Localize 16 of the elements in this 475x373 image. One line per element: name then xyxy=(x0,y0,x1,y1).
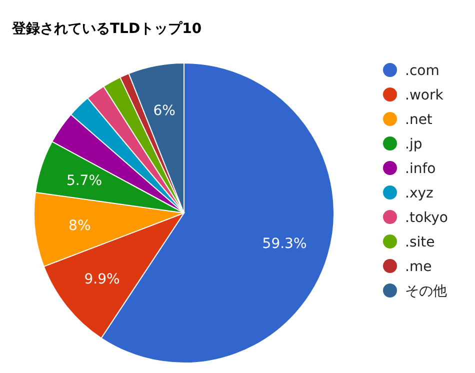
legend-label: .me xyxy=(405,259,432,275)
legend-label: .site xyxy=(405,234,435,250)
legend-label: .net xyxy=(405,112,433,128)
data-label: 9.9% xyxy=(84,272,120,288)
legend-label: .jp xyxy=(405,136,422,152)
legend-label: .info xyxy=(405,161,436,177)
legend-label: その他 xyxy=(405,284,447,300)
legend-label: .work xyxy=(405,88,444,104)
data-label: 59.3% xyxy=(262,236,307,252)
legend-label: .tokyo xyxy=(405,210,448,226)
legend-label: .xyz xyxy=(405,186,434,202)
data-label: 5.7% xyxy=(66,173,102,190)
data-label: 6% xyxy=(153,102,176,119)
legend-label: .com xyxy=(405,63,440,79)
chart-title: 登録されているTLDトップ10 xyxy=(11,20,202,37)
data-label: 8% xyxy=(68,218,91,234)
